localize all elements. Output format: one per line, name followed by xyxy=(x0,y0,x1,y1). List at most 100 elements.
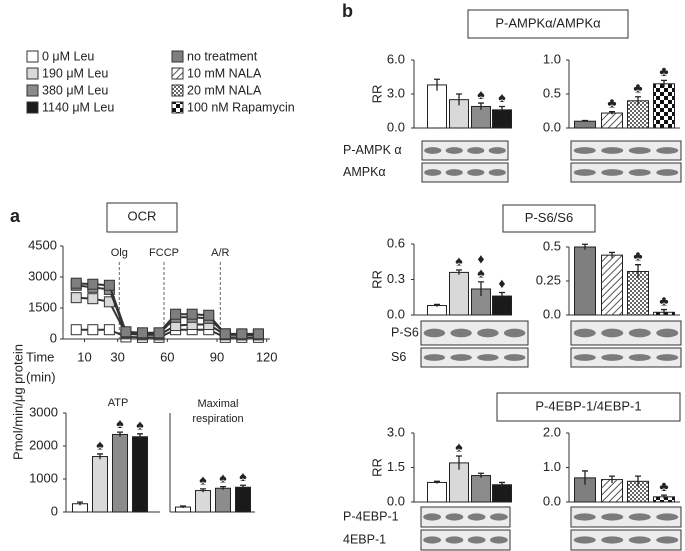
significance-marker: ♠ xyxy=(116,415,124,431)
event-label: A/R xyxy=(211,247,229,259)
y-tick-label: 0.3 xyxy=(387,271,405,286)
y-tick-label: 0.0 xyxy=(543,306,561,321)
chart-title-box xyxy=(106,202,178,233)
blot-label: S6 xyxy=(391,350,406,364)
blot xyxy=(570,347,682,368)
legend-label: 190 μM Leu xyxy=(42,66,108,80)
significance-marker: ♠ xyxy=(477,86,485,102)
legend-swatch xyxy=(26,67,39,80)
blot xyxy=(420,506,511,528)
data-point xyxy=(87,324,99,336)
significance-marker: ♦ xyxy=(498,275,505,291)
blot xyxy=(570,529,682,551)
bar xyxy=(627,100,649,129)
y-tick-label: 3000 xyxy=(28,268,57,283)
data-point xyxy=(70,292,82,304)
blot-band xyxy=(423,536,442,544)
error-bar xyxy=(661,494,667,499)
blot-band xyxy=(573,513,596,521)
group-title-box xyxy=(467,9,629,39)
y-tick-label: 2000 xyxy=(29,437,58,452)
legend-swatch xyxy=(171,67,184,80)
error-bar xyxy=(635,264,641,279)
blot-band xyxy=(628,513,651,521)
legend-label: 0 μM Leu xyxy=(42,49,94,63)
y-tick-label: 3.0 xyxy=(387,85,405,100)
bar xyxy=(235,486,251,513)
blot-band xyxy=(601,354,624,361)
group-title-box xyxy=(496,392,681,422)
blot-band xyxy=(573,536,596,544)
error-bar xyxy=(609,251,615,258)
blot-band xyxy=(488,169,506,176)
chart-title: Maximal xyxy=(198,398,239,410)
significance-marker: ♦ xyxy=(477,251,484,267)
legend-label: no treatment xyxy=(187,49,258,63)
error-bar xyxy=(478,281,484,297)
data-point xyxy=(103,324,115,336)
x-tick-label: 60 xyxy=(160,349,174,364)
blot-band xyxy=(573,354,596,361)
panel-label: b xyxy=(342,1,353,21)
blot-band xyxy=(450,354,472,361)
blot-label: 4EBP-1 xyxy=(343,532,386,546)
group-title-box xyxy=(502,204,596,233)
chart-title: respiration xyxy=(192,413,243,425)
bar xyxy=(492,484,512,503)
blot-band xyxy=(423,328,446,338)
blot-band xyxy=(477,328,499,338)
significance-marker: ♠ xyxy=(219,469,227,485)
blot-band xyxy=(424,147,442,154)
blot-band xyxy=(601,513,624,521)
blot-label: P-4EBP-1 xyxy=(343,509,399,523)
blot-band xyxy=(656,328,679,338)
blot-band xyxy=(503,328,526,338)
y-tick-label: 3.0 xyxy=(387,424,405,439)
blot xyxy=(570,506,682,528)
data-point xyxy=(70,324,82,336)
significance-marker: ♠ xyxy=(455,253,463,269)
blot-band xyxy=(467,147,485,154)
bar xyxy=(195,490,211,513)
error-bar xyxy=(117,431,123,437)
blot-band xyxy=(601,536,624,544)
error-bar xyxy=(456,93,462,106)
error-bar xyxy=(499,481,505,488)
y-tick-label: 1.0 xyxy=(543,51,561,66)
blot-label: P-S6 xyxy=(391,325,419,339)
significance-marker: ♣ xyxy=(659,478,668,494)
bar xyxy=(601,254,623,316)
significance-marker: ♣ xyxy=(633,79,642,95)
significance-marker: ♣ xyxy=(633,247,642,263)
blot-band xyxy=(628,354,651,361)
significance-marker: ♣ xyxy=(659,292,668,308)
blot-band xyxy=(423,513,442,521)
y-tick-label: 0 xyxy=(50,330,57,345)
blot-band xyxy=(424,169,442,176)
blot-band xyxy=(489,536,508,544)
blot-band xyxy=(573,328,596,338)
error-bar xyxy=(97,453,103,460)
x-tick-label: 120 xyxy=(256,349,278,364)
blot-band xyxy=(573,147,596,154)
blot-band xyxy=(656,147,679,154)
blot-band xyxy=(656,536,679,544)
y-tick-label: 2.0 xyxy=(543,424,561,439)
blot-band xyxy=(628,169,651,176)
bar xyxy=(601,112,623,129)
legend-label: 10 mM NALA xyxy=(187,66,262,80)
legend-swatch xyxy=(171,50,184,63)
error-bar xyxy=(434,303,440,307)
error-bar xyxy=(240,484,246,490)
y-tick-label: 1000 xyxy=(29,470,58,485)
error-bar xyxy=(609,475,615,484)
legend-label: 100 nM Rapamycin xyxy=(187,100,295,114)
error-bar xyxy=(180,505,186,509)
y-axis-label: Pmol/min/μg protein xyxy=(10,344,25,460)
y-tick-label: 0.0 xyxy=(543,119,561,134)
y-tick-label: 0.5 xyxy=(543,85,561,100)
bar xyxy=(112,433,128,513)
event-label: FCCP xyxy=(149,247,179,259)
y-tick-label: 0 xyxy=(51,503,58,518)
